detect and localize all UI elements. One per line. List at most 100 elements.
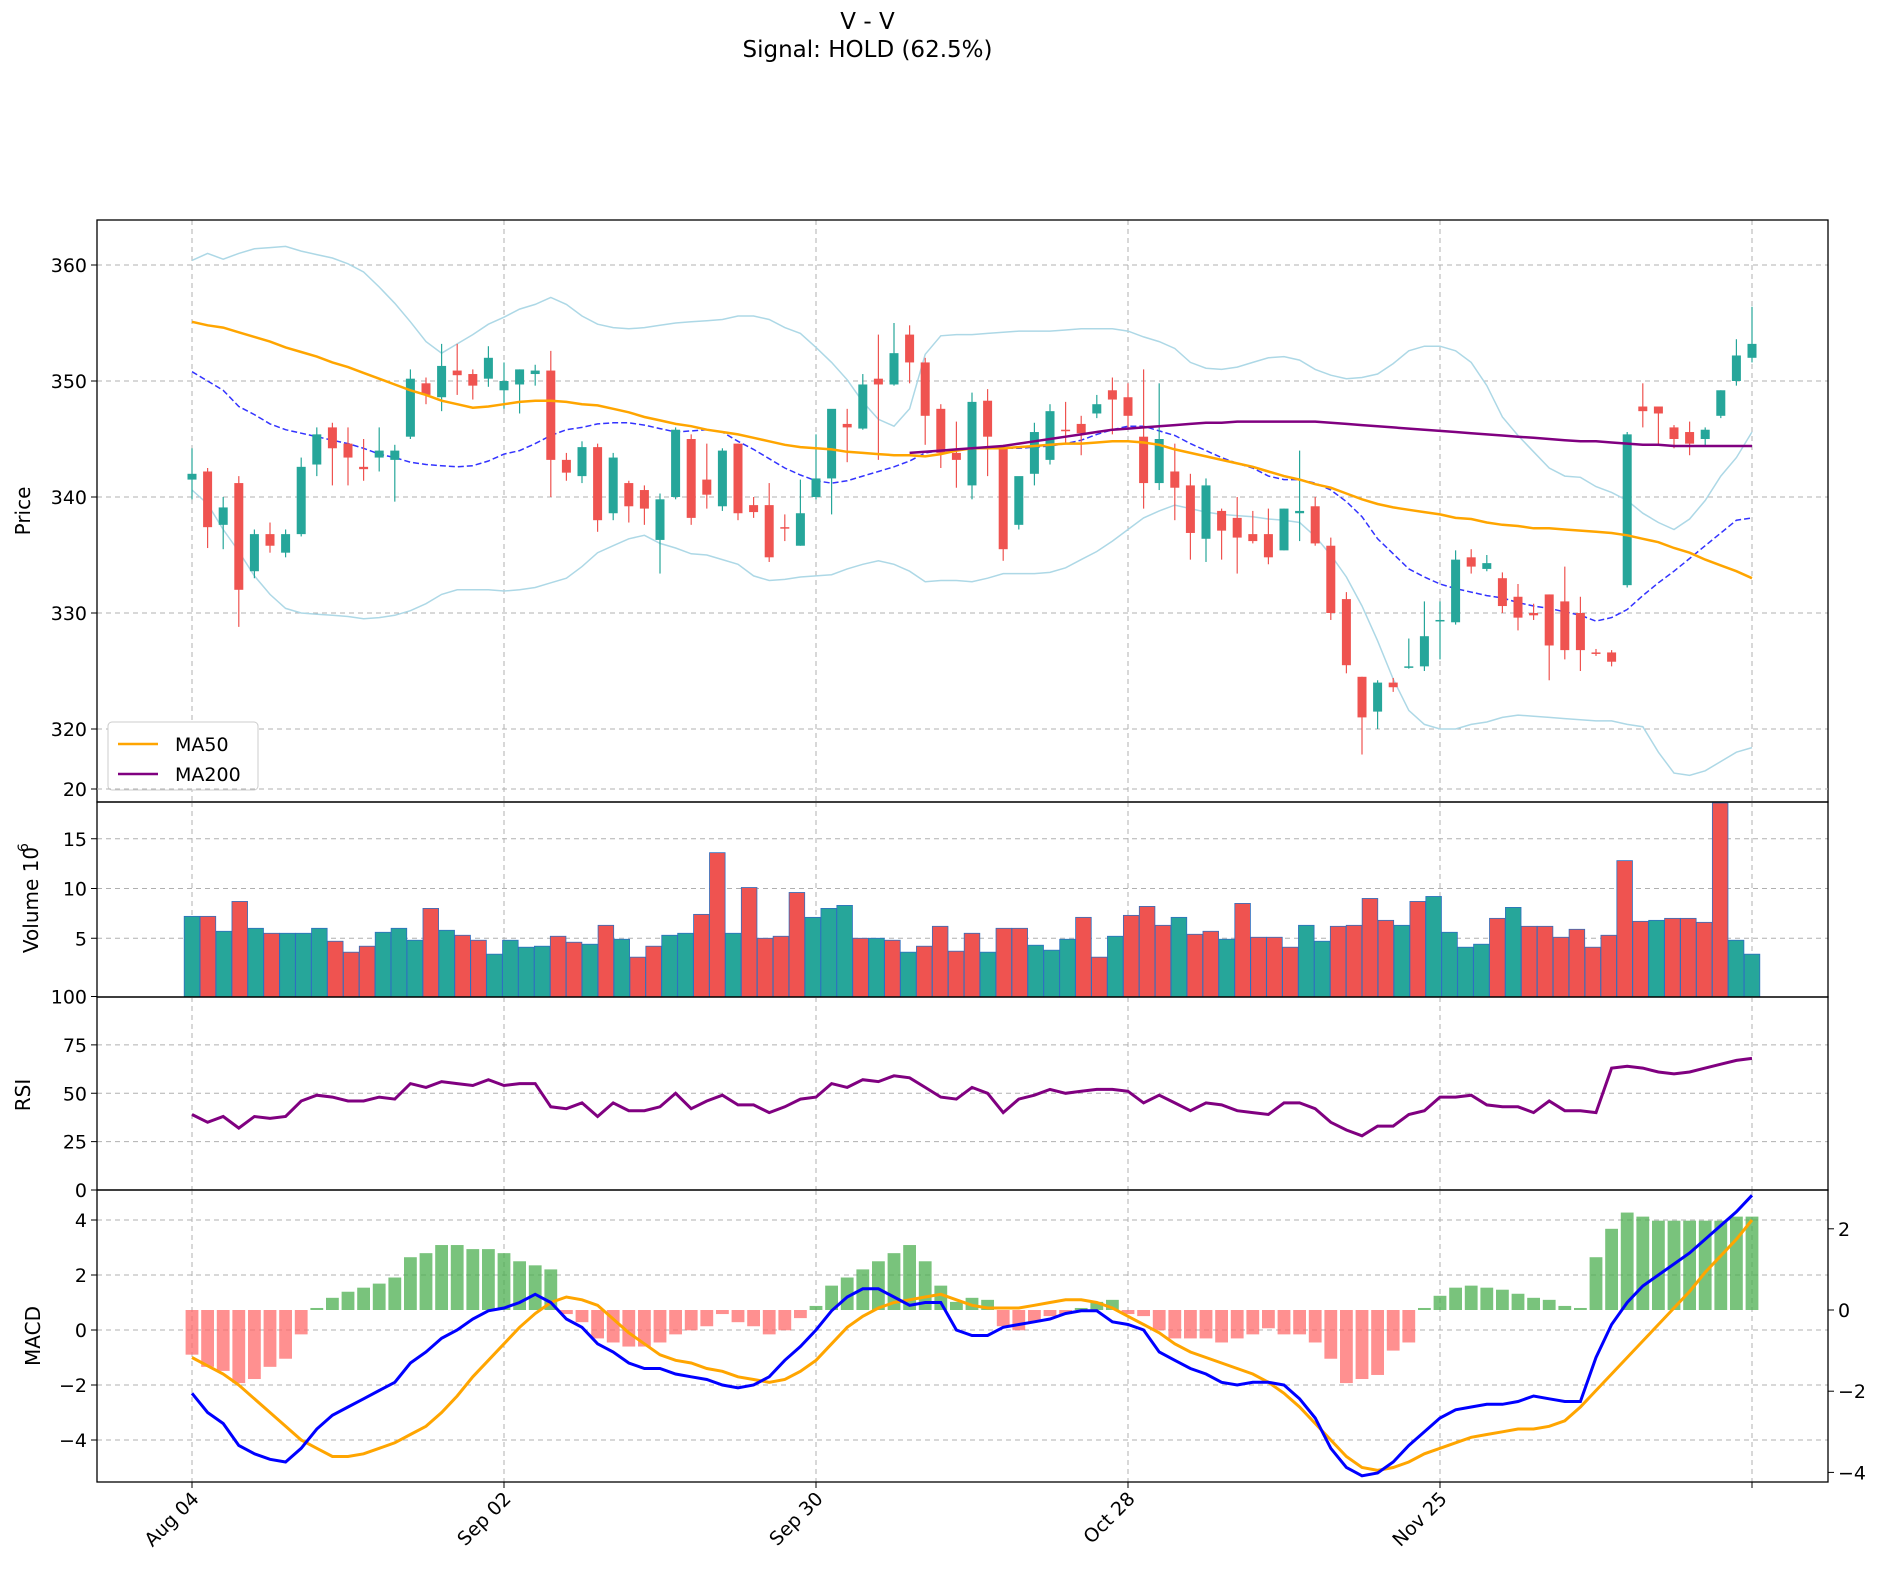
- macd-histogram-bar: [1745, 1216, 1759, 1310]
- volume-bar: [1170, 916, 1188, 998]
- y-tick-label: 330: [51, 603, 87, 625]
- candle-body: [265, 534, 275, 546]
- candle-body: [624, 483, 634, 507]
- y-axis-label-macd: MACD: [21, 1306, 45, 1366]
- candle-body: [1201, 485, 1211, 539]
- volume-bar: [565, 941, 583, 998]
- macd-histogram-bar: [388, 1277, 402, 1310]
- candle-body: [1591, 652, 1601, 654]
- candle-body: [842, 423, 852, 428]
- candle-body: [1747, 343, 1757, 358]
- macd-histogram-bar: [232, 1310, 246, 1384]
- y-tick-label: −2: [59, 1375, 87, 1397]
- volume-bar: [963, 932, 981, 998]
- volume-bar: [1616, 860, 1633, 998]
- chart-subtitle: Signal: HOLD (62.5%): [742, 37, 993, 63]
- volume-bar: [549, 935, 567, 998]
- candle-body: [561, 459, 571, 473]
- macd-histogram-bar: [996, 1310, 1010, 1327]
- y-tick-label: 0: [75, 1180, 87, 1202]
- candle-body: [1107, 390, 1117, 400]
- macd-histogram-bar: [1418, 1307, 1431, 1310]
- candle-body: [1466, 557, 1476, 567]
- candle-body: [390, 450, 400, 460]
- volume-bar: [900, 951, 917, 998]
- candle-body: [780, 527, 790, 529]
- candle-body: [249, 534, 259, 572]
- volume-bar: [661, 934, 678, 998]
- x-tick-label: Sep 30: [765, 1488, 827, 1550]
- candle-body: [468, 374, 478, 386]
- candle-body: [749, 505, 759, 513]
- macd-histogram-bar: [1386, 1310, 1400, 1351]
- macd-histogram-bar: [1324, 1310, 1338, 1359]
- volume-bar: [199, 915, 217, 998]
- candle-body: [1497, 578, 1507, 607]
- macd-histogram-bar: [1152, 1310, 1166, 1331]
- macd-histogram-bar: [1636, 1216, 1650, 1310]
- volume-bar: [1552, 936, 1570, 998]
- candle-body: [1544, 594, 1554, 646]
- volume-bar: [454, 934, 471, 998]
- volume-bar: [1664, 917, 1681, 998]
- macd-histogram-bar: [622, 1310, 636, 1347]
- volume-bar: [629, 956, 646, 998]
- volume-bar: [1218, 938, 1235, 998]
- candle-body: [702, 479, 712, 495]
- volume-bar: [645, 945, 662, 998]
- macd-histogram-bar: [310, 1307, 324, 1310]
- y-tick-label: 10: [63, 879, 87, 901]
- bollinger-upper-line: [191, 245, 1753, 531]
- macd-histogram-bar: [201, 1310, 214, 1367]
- candle-body: [421, 383, 431, 395]
- candle-body: [1419, 636, 1429, 667]
- macd-histogram-bar: [248, 1310, 261, 1380]
- panel-macd-frame: [96, 1189, 1829, 1483]
- volume-bar: [1409, 901, 1426, 998]
- macd-histogram-bar: [513, 1261, 526, 1310]
- macd-histogram-bar: [357, 1287, 370, 1310]
- y-tick-label: 320: [51, 719, 87, 741]
- volume-bar: [916, 945, 933, 998]
- y-axis-label-volume: Volume 10: [19, 847, 43, 953]
- macd-histogram-bar: [1652, 1220, 1665, 1310]
- macd-histogram-bar: [1730, 1216, 1743, 1310]
- macd-histogram-bar: [1480, 1287, 1494, 1310]
- candle-body: [1451, 559, 1461, 623]
- volume-bar: [1075, 916, 1092, 998]
- candle-body: [296, 466, 306, 535]
- volume-bar: [836, 905, 853, 998]
- y-tick-label: 350: [51, 371, 87, 393]
- volume-bar: [1473, 943, 1490, 998]
- y-axis-label-volume-exponent: 6: [16, 843, 32, 852]
- chart-title-block: V - V Signal: HOLD (62.5%): [0, 8, 1735, 64]
- y2-tick-label: 2: [1838, 1219, 1850, 1241]
- y-tick-label: 20: [63, 779, 87, 801]
- volume-bar: [1266, 936, 1283, 998]
- candle-body: [1388, 682, 1398, 688]
- volume-bar: [1329, 925, 1347, 998]
- volume-bar: [327, 940, 344, 998]
- candle-body: [218, 507, 228, 525]
- panel-price-frame: [96, 219, 1829, 803]
- macd-histogram-bar: [1511, 1293, 1525, 1310]
- volume-bar: [374, 931, 392, 998]
- candle-body: [281, 534, 291, 553]
- volume-bar: [263, 932, 280, 998]
- candle-body: [764, 505, 774, 558]
- macd-histogram-bar: [981, 1299, 994, 1310]
- candle-body: [515, 369, 525, 385]
- macd-histogram-bar: [1184, 1310, 1197, 1339]
- volume-bar: [502, 939, 519, 998]
- candle-body: [733, 443, 743, 514]
- legend: MA50 MA200: [107, 721, 259, 791]
- candle-body: [936, 408, 946, 453]
- volume-bar: [1202, 930, 1219, 998]
- macd-histogram-bar: [778, 1310, 792, 1331]
- y-tick-label: 75: [63, 1035, 87, 1057]
- volume-bar: [804, 916, 822, 998]
- macd-histogram-bar: [497, 1253, 511, 1310]
- volume-bar: [1568, 928, 1586, 998]
- volume-bar: [1680, 917, 1697, 998]
